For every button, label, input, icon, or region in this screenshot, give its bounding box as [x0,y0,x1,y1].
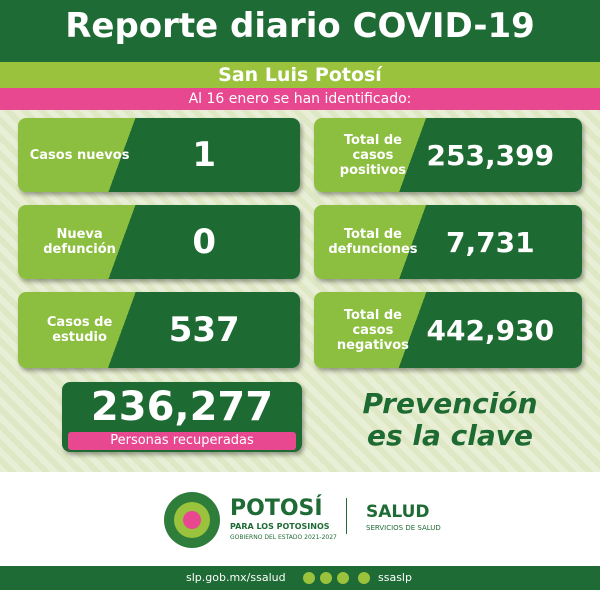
slogan-line: es la clave [367,419,533,452]
stat-label: Nueva defunción [43,227,116,257]
agency-sub: SERVICIOS DE SALUD [366,524,441,532]
recovered-value: 236,277 [90,384,274,430]
header-band [0,0,600,62]
recovered-label: Personas recuperadas [68,432,296,450]
stat-card: Total de casos negativos 442,930 [314,292,582,368]
slogan: Prevención es la clave [330,388,570,452]
stat-label: Total de defunciones [328,227,418,257]
recovered-card: 236,277 Personas recuperadas [62,382,302,452]
logo-tagline: PARA LOS POTOSINOS [230,522,330,531]
logo-text: POTOSÍ [230,496,323,521]
footer-bar: slp.gob.mx/ssalud ssaslp [0,566,600,590]
stat-value: 537 [168,310,240,350]
title: Reporte diario COVID-19 [65,6,535,46]
stat-value: 7,731 [445,225,535,259]
logo-icon [164,492,220,548]
stat-value: 0 [192,222,217,262]
divider [346,498,347,534]
slogan-line: Prevención [362,387,538,420]
stat-label: Total de casos positivos [339,132,407,178]
stat-label: Casos de estudio [46,315,113,345]
subtitle: San Luis Potosí [0,62,600,88]
stat-card: Casos nuevos 1 [18,118,300,192]
stat-card: Nueva defunción 0 [18,205,300,279]
social-handle[interactable]: ssaslp [378,571,412,584]
stat-card: Casos de estudio 537 [18,292,300,368]
logo-government: GOBIERNO DEL ESTADO 2021-2027 [230,534,337,541]
stat-value: 442,930 [426,313,555,347]
stat-value: 1 [192,135,217,175]
social-icons [303,572,370,584]
date-line: Al 16 enero se han identificado: [0,88,600,110]
stat-label: Casos nuevos [29,147,130,163]
website[interactable]: slp.gob.mx/ssalud [186,571,286,584]
agency-name: SALUD [366,502,430,522]
stat-label: Total de casos negativos [336,307,409,353]
stat-value: 253,399 [426,138,555,172]
stat-card: Total de defunciones 7,731 [314,205,582,279]
stat-card: Total de casos positivos 253,399 [314,118,582,192]
